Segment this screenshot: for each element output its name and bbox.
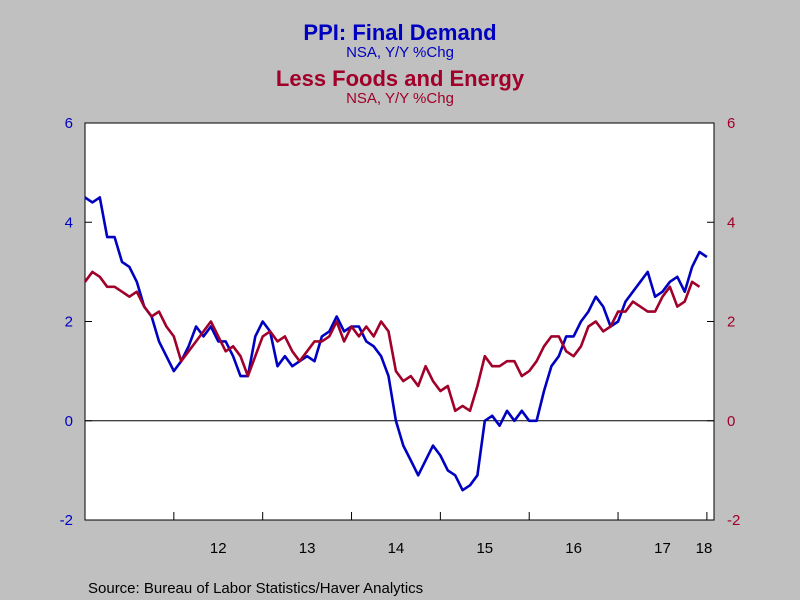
y-left-tick-label: 0 bbox=[65, 413, 73, 430]
chart-title-2: Less Foods and Energy bbox=[276, 66, 525, 91]
x-axis: 12 13 14 15 16 17 18 bbox=[173, 512, 713, 557]
x-tick-label: 12 bbox=[210, 540, 227, 557]
y-right-tick-label: 6 bbox=[727, 115, 735, 132]
y-right-tick-label: -2 bbox=[727, 512, 740, 529]
y-right-axis: 6 4 2 0 -2 bbox=[707, 115, 740, 529]
y-right-tick-label: 0 bbox=[727, 413, 735, 430]
chart-title-2-subtitle: NSA, Y/Y %Chg bbox=[346, 90, 454, 107]
chart-title: PPI: Final Demand bbox=[303, 20, 496, 45]
x-tick-label: 15 bbox=[476, 540, 493, 557]
plot-area bbox=[84, 122, 715, 521]
x-tick-label: 16 bbox=[565, 540, 582, 557]
x-tick-label: 18 bbox=[696, 540, 713, 557]
series-line-ppi-final-demand bbox=[84, 196, 708, 492]
y-right-tick-label: 2 bbox=[727, 314, 735, 331]
y-left-tick-label: 4 bbox=[65, 214, 73, 231]
series-group bbox=[83, 196, 708, 492]
y-left-tick-label: 2 bbox=[65, 314, 73, 331]
y-left-axis: 6 4 2 0 -2 bbox=[60, 115, 92, 529]
y-right-tick-label: 4 bbox=[727, 214, 735, 231]
y-left-tick-label: 6 bbox=[65, 115, 73, 132]
series-line-less-foods-energy bbox=[83, 270, 701, 413]
x-tick-label: 13 bbox=[299, 540, 316, 557]
source-note: Source: Bureau of Labor Statistics/Haver… bbox=[88, 580, 423, 597]
x-tick-label: 17 bbox=[654, 540, 671, 557]
y-left-tick-label: -2 bbox=[60, 512, 73, 529]
x-tick-label: 14 bbox=[388, 540, 405, 557]
chart-title-subtitle: NSA, Y/Y %Chg bbox=[346, 44, 454, 61]
